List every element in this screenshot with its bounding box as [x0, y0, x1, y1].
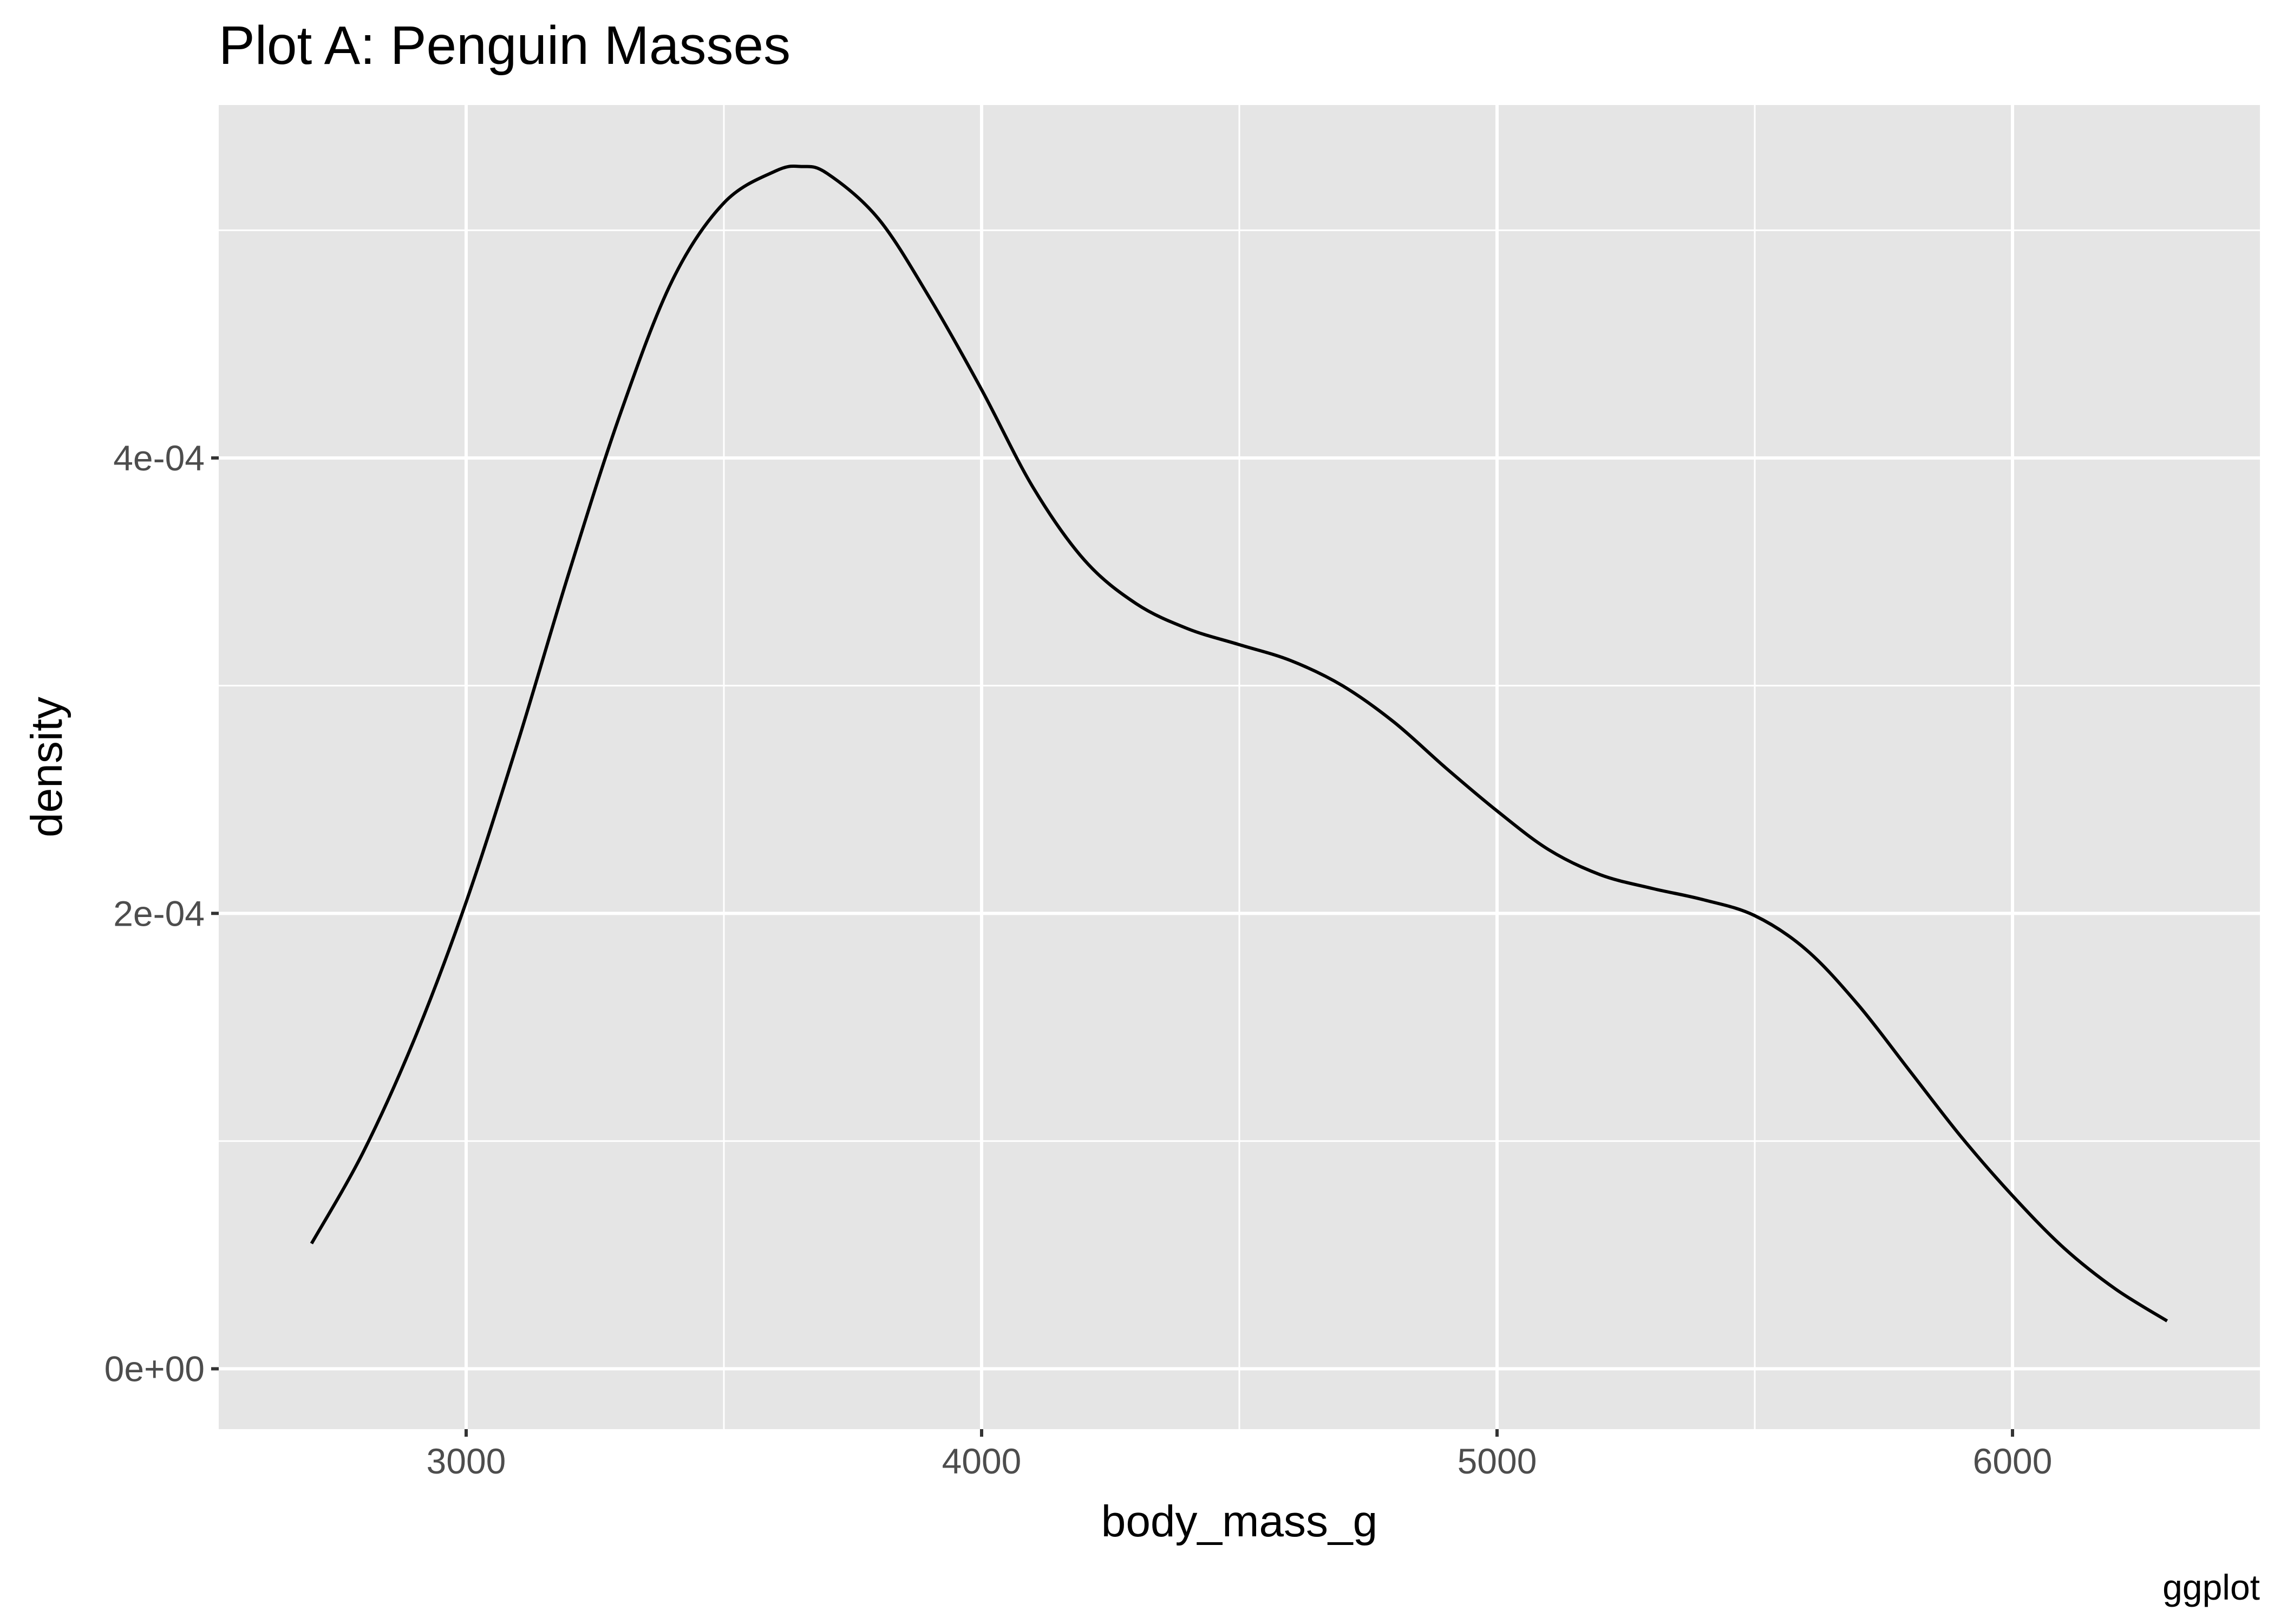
x-axis: 3000 4000 5000 6000 — [427, 1429, 2053, 1481]
y-axis-title: density — [22, 697, 71, 837]
x-axis-title: body_mass_g — [1101, 1497, 1378, 1546]
x-tick-label: 5000 — [1458, 1441, 1537, 1481]
chart-title: Plot A: Penguin Masses — [219, 15, 790, 76]
chart-caption: ggplot — [2162, 1567, 2260, 1607]
y-tick-label: 4e-04 — [113, 438, 205, 478]
y-tick-label: 0e+00 — [104, 1349, 205, 1389]
density-curve — [310, 164, 2168, 1322]
x-tick-label: 6000 — [1973, 1441, 2053, 1481]
y-tick-label: 2e-04 — [113, 893, 205, 933]
x-tick-label: 4000 — [942, 1441, 1022, 1481]
grid-lines — [219, 105, 2260, 1429]
y-axis: 0e+00 2e-04 4e-04 — [104, 438, 219, 1389]
x-tick-label: 3000 — [427, 1441, 506, 1481]
